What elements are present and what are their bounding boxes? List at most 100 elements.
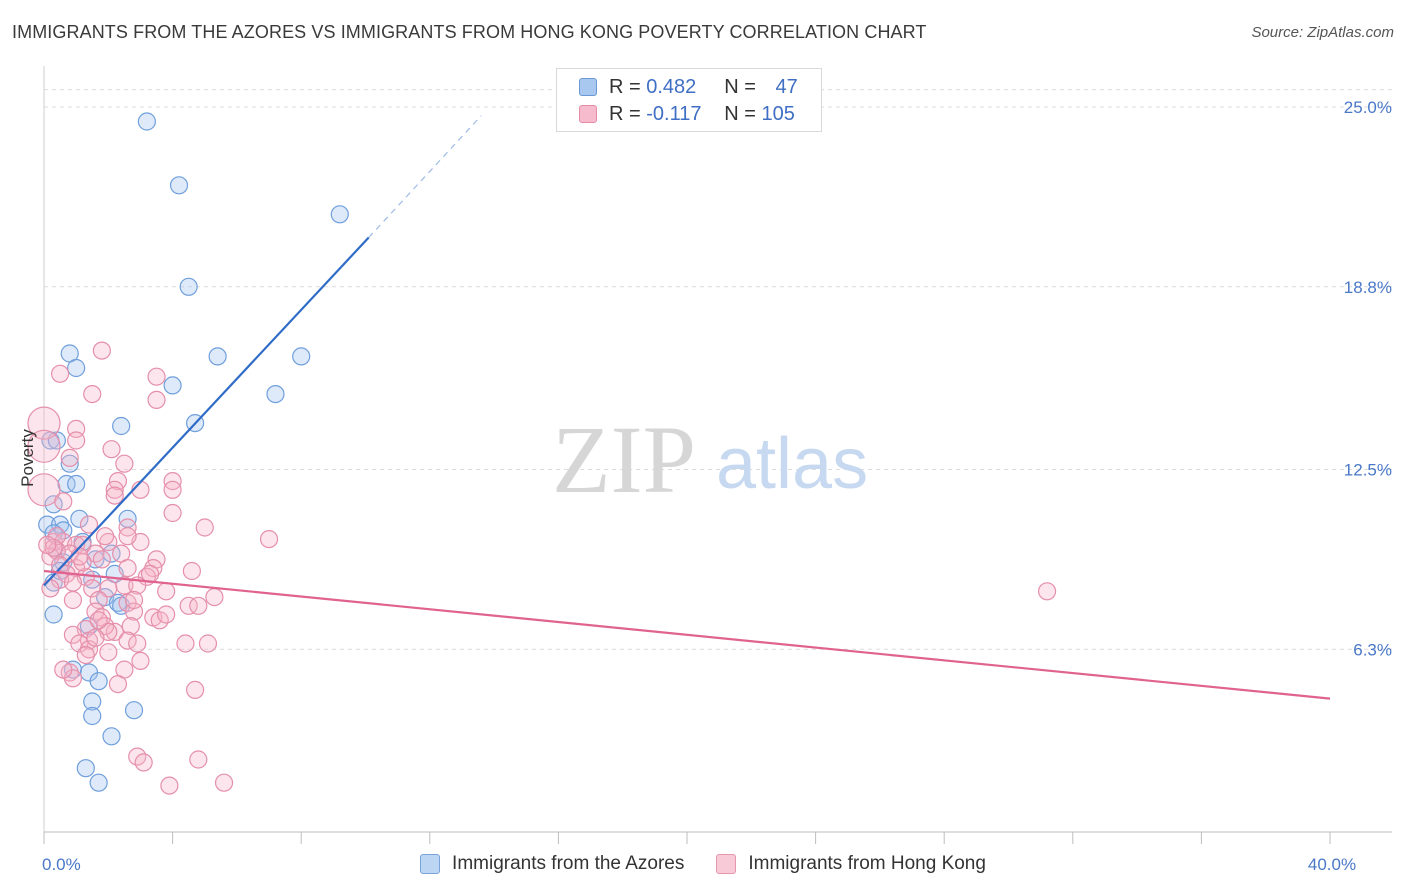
- data-point: [92, 341, 111, 360]
- data-point: [54, 492, 73, 511]
- data-point: [195, 518, 214, 537]
- legend-swatch-hongkong: [579, 105, 597, 123]
- data-point: [115, 454, 134, 473]
- data-point: [54, 660, 73, 679]
- data-point: [67, 431, 86, 450]
- data-point: [208, 347, 227, 366]
- data-point: [89, 773, 108, 792]
- y-axis-label: Poverty: [18, 429, 37, 487]
- data-point: [79, 640, 99, 659]
- data-point: [176, 634, 195, 653]
- data-point: [169, 176, 189, 195]
- x-tick-label: 0.0%: [42, 855, 81, 874]
- data-point: [89, 672, 108, 691]
- data-point: [27, 429, 61, 463]
- series-swatch-azores: [420, 854, 441, 874]
- data-point: [134, 753, 153, 772]
- data-point: [60, 448, 79, 467]
- axes: [43, 66, 1392, 844]
- data-point: [67, 474, 86, 494]
- tick-labels: 6.3% 12.5% 18.8% 25.0% 0.0% 40.0%: [42, 98, 1392, 874]
- legend-r-value: -0.117: [646, 102, 702, 125]
- y-tick-label: 12.5%: [1344, 461, 1392, 480]
- data-point: [105, 480, 124, 499]
- trend-line-azores: [43, 236, 370, 587]
- correlation-legend: R = 0.482 N = 47 R = -0.117 N = 105: [556, 68, 822, 132]
- data-point: [157, 582, 176, 601]
- data-point: [83, 692, 102, 711]
- data-point: [198, 634, 218, 653]
- data-point: [108, 674, 128, 694]
- data-point: [99, 579, 118, 598]
- data-point: [95, 527, 115, 546]
- data-point: [63, 573, 83, 592]
- data-point: [38, 535, 57, 555]
- series-swatch-hongkong: [716, 854, 737, 874]
- data-point: [44, 605, 63, 624]
- data-point: [102, 727, 121, 746]
- data-point: [76, 645, 95, 665]
- data-point: [182, 561, 201, 581]
- series-hongkong-points: [27, 341, 1057, 795]
- data-point: [163, 503, 182, 523]
- data-point: [163, 480, 182, 499]
- y-tick-label: 6.3%: [1353, 640, 1392, 659]
- data-point: [124, 590, 144, 610]
- data-point: [73, 553, 92, 572]
- trend-extension-azores: [368, 115, 482, 238]
- series-legend-hongkong[interactable]: Immigrants from Hong Kong: [716, 853, 986, 875]
- data-point: [118, 558, 137, 578]
- data-point: [60, 454, 79, 473]
- data-point: [266, 385, 285, 404]
- data-point: [1037, 582, 1057, 601]
- data-point: [105, 622, 124, 642]
- data-point: [147, 367, 166, 386]
- legend-n-label: N =: [724, 102, 756, 125]
- data-point: [259, 529, 279, 549]
- legend-row-hongkong: R = -0.117 N = 105: [579, 102, 795, 126]
- legend-r-label: R =: [609, 102, 641, 125]
- series-legend: Immigrants from the Azores Immigrants fr…: [0, 851, 1406, 877]
- data-point: [83, 706, 102, 726]
- data-point: [189, 596, 208, 615]
- data-point: [179, 277, 198, 296]
- data-point: [79, 515, 99, 534]
- y-tick-label: 18.8%: [1344, 278, 1392, 297]
- data-point: [67, 358, 86, 378]
- legend-r-value: 0.482: [646, 75, 697, 98]
- series-legend-azores[interactable]: Immigrants from the Azores: [420, 853, 684, 875]
- data-point: [83, 385, 102, 404]
- data-points: [27, 112, 1057, 795]
- trend-line-hongkong: [43, 569, 1331, 700]
- data-point: [157, 605, 176, 624]
- data-point: [105, 486, 124, 505]
- data-point: [292, 347, 311, 366]
- data-point: [89, 590, 108, 610]
- data-point: [50, 364, 70, 383]
- data-point: [121, 616, 140, 636]
- data-point: [137, 112, 156, 131]
- data-point: [83, 579, 102, 598]
- watermark-atlas: atlas: [716, 424, 868, 504]
- data-point: [179, 596, 198, 615]
- y-tick-label: 25.0%: [1344, 98, 1392, 117]
- data-point: [118, 527, 137, 546]
- legend-n-label: N =: [724, 75, 756, 98]
- data-point: [92, 550, 111, 569]
- data-point: [163, 376, 182, 395]
- trend-lines: [43, 115, 1331, 700]
- data-point: [86, 628, 105, 647]
- data-point: [27, 473, 61, 507]
- data-point: [124, 701, 144, 720]
- data-point: [214, 773, 234, 792]
- data-point: [99, 643, 118, 662]
- series-label-hongkong: Immigrants from Hong Kong: [748, 853, 986, 874]
- legend-n-value: 47: [775, 75, 798, 98]
- legend-row-azores: R = 0.482 N = 47: [579, 75, 798, 99]
- series-azores-points: [38, 112, 349, 792]
- legend-swatch-azores: [579, 78, 597, 96]
- data-point: [147, 390, 166, 409]
- data-point: [99, 532, 118, 552]
- x-tick-label: 40.0%: [1308, 855, 1356, 874]
